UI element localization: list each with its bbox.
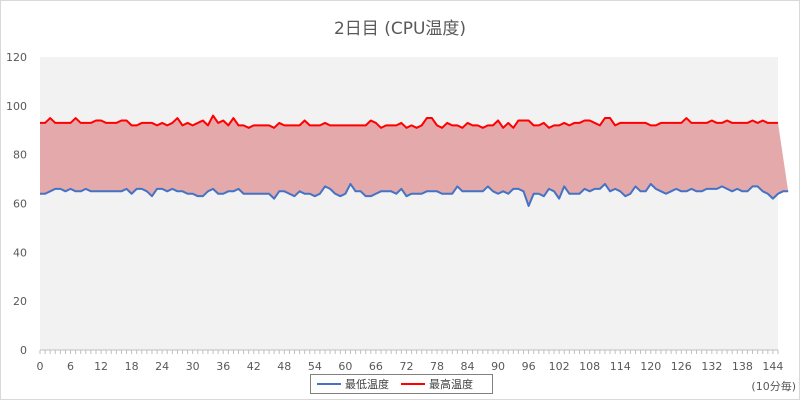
legend-entry-min: 最低温度 bbox=[317, 376, 389, 392]
x-tick-label: 108 bbox=[579, 360, 600, 373]
x-tick-label: 84 bbox=[461, 360, 475, 373]
x-tick-label: 102 bbox=[549, 360, 570, 373]
x-tick-label: 60 bbox=[338, 360, 352, 373]
x-tick-label: 48 bbox=[277, 360, 291, 373]
x-tick-label: 144 bbox=[762, 360, 783, 373]
y-tick-label: 40 bbox=[13, 246, 27, 259]
x-tick-label: 132 bbox=[701, 360, 722, 373]
x-tick-label: 24 bbox=[155, 360, 169, 373]
chart-title: 2日目 (CPU温度) bbox=[333, 19, 467, 39]
x-tick-label: 66 bbox=[369, 360, 383, 373]
x-tick-label: 78 bbox=[430, 360, 444, 373]
x-tick-label: 30 bbox=[186, 360, 200, 373]
y-tick-label: 0 bbox=[20, 344, 27, 357]
chart-legend: 最低温度 最高温度 bbox=[310, 374, 493, 394]
x-tick-label: 54 bbox=[308, 360, 322, 373]
range-fill-area bbox=[40, 115, 789, 206]
legend-label-min: 最低温度 bbox=[345, 378, 389, 391]
y-tick-label: 120 bbox=[6, 51, 27, 64]
x-tick-label: 72 bbox=[399, 360, 413, 373]
x-unit-label: (10分毎) bbox=[751, 380, 796, 393]
legend-swatch-min bbox=[317, 383, 341, 385]
x-tick-label: 12 bbox=[94, 360, 108, 373]
x-tick-label: 36 bbox=[216, 360, 230, 373]
legend-swatch-max bbox=[401, 383, 425, 385]
legend-entry-max: 最高温度 bbox=[401, 376, 473, 392]
y-tick-label: 60 bbox=[13, 198, 27, 211]
series-line-min bbox=[40, 182, 789, 207]
x-tick-label: 120 bbox=[640, 360, 661, 373]
x-tick-label: 42 bbox=[247, 360, 261, 373]
y-tick-label: 80 bbox=[13, 149, 27, 162]
x-tick-label: 18 bbox=[125, 360, 139, 373]
x-tick-label: 96 bbox=[522, 360, 536, 373]
x-tick-label: 90 bbox=[491, 360, 505, 373]
series-line-max bbox=[40, 114, 778, 129]
x-tick-label: 6 bbox=[67, 360, 74, 373]
legend-label-max: 最高温度 bbox=[429, 378, 473, 391]
x-tick-label: 0 bbox=[37, 360, 44, 373]
y-tick-label: 100 bbox=[6, 100, 27, 113]
x-tick-label: 126 bbox=[671, 360, 692, 373]
x-tick-label: 114 bbox=[610, 360, 631, 373]
x-tick-label: 138 bbox=[732, 360, 753, 373]
plot-area bbox=[40, 57, 778, 350]
y-tick-label: 20 bbox=[13, 295, 27, 308]
